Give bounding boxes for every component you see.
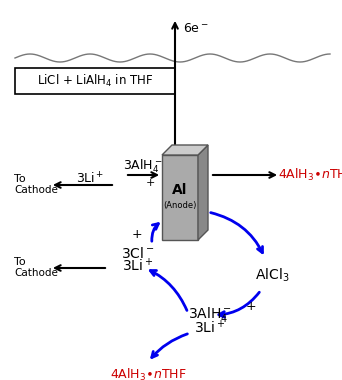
Text: $+$: $+$ bbox=[131, 228, 143, 242]
Text: $+$: $+$ bbox=[245, 301, 256, 314]
Text: 3Cl$^-$: 3Cl$^-$ bbox=[121, 245, 155, 261]
Text: 3Li$^+$: 3Li$^+$ bbox=[76, 171, 104, 187]
Polygon shape bbox=[162, 155, 198, 240]
Text: Cathode: Cathode bbox=[14, 185, 58, 195]
Text: 4AlH$_3$$\bullet$$n$THF: 4AlH$_3$$\bullet$$n$THF bbox=[278, 167, 342, 183]
Text: 3AlH$_4^-$: 3AlH$_4^-$ bbox=[188, 306, 232, 325]
Text: Al: Al bbox=[172, 182, 188, 196]
FancyBboxPatch shape bbox=[15, 68, 175, 94]
Text: (Anode): (Anode) bbox=[163, 201, 197, 210]
Text: LiCl + LiAlH$_4$ in THF: LiCl + LiAlH$_4$ in THF bbox=[37, 73, 153, 89]
Text: $+$: $+$ bbox=[145, 176, 155, 187]
Text: 3Li$^+$: 3Li$^+$ bbox=[194, 319, 226, 337]
Text: To: To bbox=[14, 174, 26, 184]
Text: To: To bbox=[14, 257, 26, 267]
Polygon shape bbox=[198, 145, 208, 240]
Text: AlCl$_3$: AlCl$_3$ bbox=[255, 266, 289, 284]
Text: 6e$^-$: 6e$^-$ bbox=[183, 22, 209, 35]
Text: Cathode: Cathode bbox=[14, 268, 58, 278]
Text: 3Li$^+$: 3Li$^+$ bbox=[122, 257, 154, 275]
Text: 3AlH$_4^-$: 3AlH$_4^-$ bbox=[123, 157, 163, 175]
Text: 4AlH$_3$$\bullet$$n$THF: 4AlH$_3$$\bullet$$n$THF bbox=[110, 367, 186, 380]
Polygon shape bbox=[162, 145, 208, 155]
